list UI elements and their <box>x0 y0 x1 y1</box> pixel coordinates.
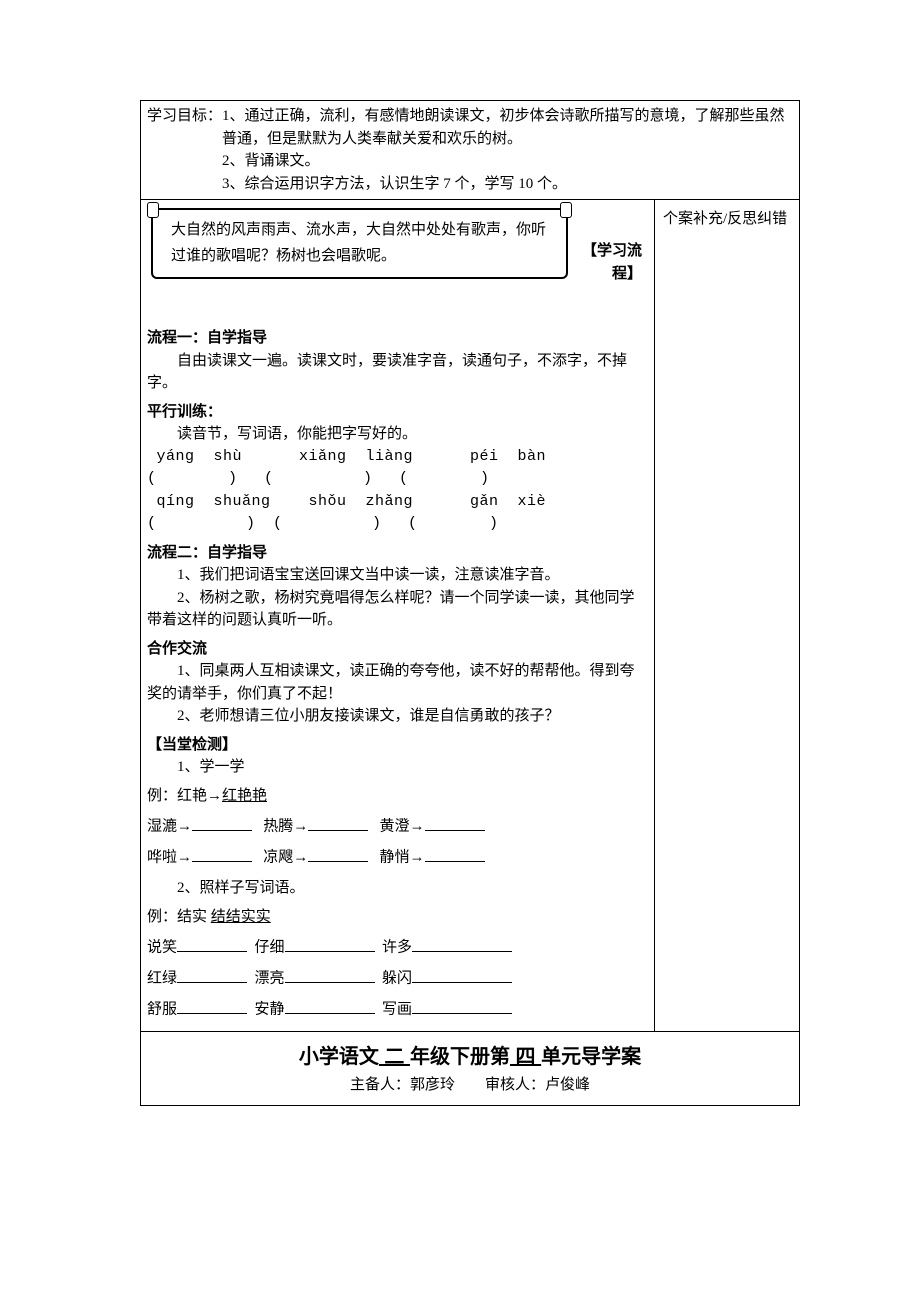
ex2-label: 2、照样子写词语。 <box>147 877 648 900</box>
learn-flow-label: 【学习流程】 <box>582 243 642 282</box>
blank[interactable] <box>192 813 252 831</box>
ex1-r1-c1: 湿漉→ <box>147 819 192 835</box>
ex2-r1-c3: 许多 <box>382 940 412 956</box>
ex1-example-answer: 红艳艳 <box>222 788 267 804</box>
ex1-row-1: 湿漉→ 热腾→ 黄澄→ <box>147 813 648 838</box>
sidebar-title: 个案补充/反思纠错 <box>661 204 793 235</box>
ex2-row-3: 舒服 安静 写画 <box>147 996 648 1021</box>
blank[interactable] <box>285 934 375 952</box>
reviewer: 卢俊峰 <box>545 1077 590 1093</box>
worksheet-table: 学习目标： 1、通过正确，流利，有感情地朗读课文，初步体会诗歌所描写的意境，了解… <box>140 100 800 1106</box>
objective-2: 2、背诵课文。 <box>147 150 793 173</box>
author: 郭彦玲 <box>410 1077 455 1093</box>
objectives-label: 学习目标： <box>147 105 222 150</box>
ex2-r3-c2: 安静 <box>255 1002 285 1018</box>
footer-title-mid: 年级下册第 <box>410 1046 510 1068</box>
parallel-intro: 读音节，写词语，你能把字写好的。 <box>147 423 648 446</box>
objectives-cell: 学习目标： 1、通过正确，流利，有感情地朗读课文，初步体会诗歌所描写的意境，了解… <box>141 101 800 200</box>
objective-1: 1、通过正确，流利，有感情地朗读课文，初步体会诗歌所描写的意境，了解那些虽然普通… <box>222 105 793 150</box>
blank[interactable] <box>177 965 247 983</box>
ex2-row-1: 说笑 仔细 许多 <box>147 934 648 959</box>
pinyin-row-2: qíng shuǎng shǒu zhǎng gǎn xiè <box>147 491 648 514</box>
blank[interactable] <box>177 996 247 1014</box>
objective-3: 3、综合运用识字方法，认识生字 7 个，学写 10 个。 <box>147 173 793 196</box>
ex1-r2-c2: 凉飕→ <box>263 850 308 866</box>
intro-text: 大自然的风声雨声、流水声，大自然中处处有歌声，你听过谁的歌唱呢？杨树也会唱歌呢。 <box>171 222 546 264</box>
author-label: 主备人： <box>350 1077 410 1093</box>
blank[interactable] <box>308 813 368 831</box>
blank[interactable] <box>425 813 485 831</box>
coop-item-1: 1、同桌两人互相读课文，读正确的夸夸他，读不好的帮帮他。得到夸奖的请举手，你们真… <box>147 660 648 705</box>
reviewer-label: 审核人： <box>485 1077 545 1093</box>
blank[interactable] <box>412 934 512 952</box>
ex2-r3-c3: 写画 <box>382 1002 412 1018</box>
blank[interactable] <box>285 996 375 1014</box>
section1-title: 流程一：自学指导 <box>147 327 648 350</box>
section1-body: 自由读课文一遍。读课文时，要读准字音，读通句子，不添字，不掉字。 <box>147 350 648 395</box>
ex2-r2-c2: 漂亮 <box>255 971 285 987</box>
ex2-r3-c1: 舒服 <box>147 1002 177 1018</box>
blank-row-1[interactable]: ( ) ( ) ( ) <box>147 468 648 491</box>
check-title: 【当堂检测】 <box>147 734 648 757</box>
blank[interactable] <box>412 965 512 983</box>
ex1-r1-c2: 热腾→ <box>263 819 308 835</box>
section2-title: 流程二：自学指导 <box>147 542 648 565</box>
main-cell: 大自然的风声雨声、流水声，大自然中处处有歌声，你听过谁的歌唱呢？杨树也会唱歌呢。… <box>141 200 655 1032</box>
section2-item-1: 1、我们把词语宝宝送回课文当中读一读，注意读准字音。 <box>147 564 648 587</box>
ex1-r2-c1: 哗啦→ <box>147 850 192 866</box>
footer-cell: 小学语文 二 年级下册第 四 单元导学案 主备人：郭彦玲 审核人：卢俊峰 <box>141 1032 800 1106</box>
ex2-r2-c1: 红绿 <box>147 971 177 987</box>
pinyin-row-1: yáng shù xiǎng liàng péi bàn <box>147 446 648 469</box>
ex1-example-prefix: 例：红艳→ <box>147 788 222 804</box>
ex2-example: 例：结实 结结实实 <box>147 906 648 929</box>
footer-title: 小学语文 二 年级下册第 四 单元导学案 <box>147 1036 793 1074</box>
ex2-example-prefix: 例：结实 <box>147 909 211 925</box>
ex2-example-answer: 结结实实 <box>211 909 271 925</box>
parallel-title: 平行训练： <box>147 401 648 424</box>
sidebar-cell: 个案补充/反思纠错 <box>655 200 800 1032</box>
ex1-r1-c3: 黄澄→ <box>380 819 425 835</box>
ex2-r2-c3: 躲闪 <box>382 971 412 987</box>
footer-unit: 四 <box>510 1046 541 1068</box>
footer-title-post: 单元导学案 <box>541 1046 641 1068</box>
blank[interactable] <box>177 934 247 952</box>
ex2-row-2: 红绿 漂亮 躲闪 <box>147 965 648 990</box>
coop-item-2: 2、老师想请三位小朋友接读课文，谁是自信勇敢的孩子？ <box>147 705 648 728</box>
ex1-row-2: 哗啦→ 凉飕→ 静悄→ <box>147 844 648 869</box>
blank[interactable] <box>285 965 375 983</box>
section2-item-2: 2、杨树之歌，杨树究竟唱得怎么样呢？请一个同学读一读，其他同学带着这样的问题认真… <box>147 587 648 632</box>
ex1-example: 例：红艳→红艳艳 <box>147 785 648 808</box>
coop-title: 合作交流 <box>147 638 648 661</box>
footer-title-pre: 小学语文 <box>299 1046 379 1068</box>
blank[interactable] <box>412 996 512 1014</box>
blank[interactable] <box>425 844 485 862</box>
footer-sub: 主备人：郭彦玲 审核人：卢俊峰 <box>147 1074 793 1101</box>
blank-row-2[interactable]: ( ) ( ) ( ) <box>147 513 648 536</box>
intro-scroll-box: 大自然的风声雨声、流水声，大自然中处处有歌声，你听过谁的歌唱呢？杨树也会唱歌呢。 <box>151 208 568 279</box>
blank[interactable] <box>308 844 368 862</box>
ex1-label: 1、学一学 <box>147 756 648 779</box>
ex2-r1-c2: 仔细 <box>255 940 285 956</box>
ex2-r1-c1: 说笑 <box>147 940 177 956</box>
page: 学习目标： 1、通过正确，流利，有感情地朗读课文，初步体会诗歌所描写的意境，了解… <box>0 0 920 1206</box>
spacer <box>147 285 648 321</box>
ex1-r2-c3: 静悄→ <box>380 850 425 866</box>
footer-grade: 二 <box>379 1046 410 1068</box>
blank[interactable] <box>192 844 252 862</box>
